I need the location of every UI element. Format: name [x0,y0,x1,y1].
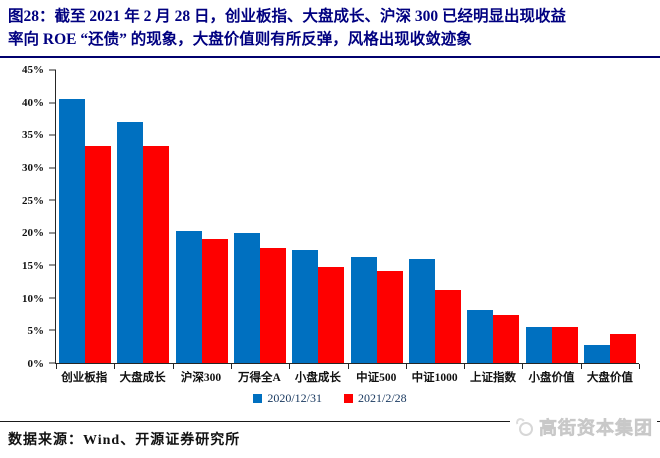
x-axis-category-label: 中证1000 [411,372,458,384]
data-source-text: 数据来源：Wind、开源证券研究所 [8,433,241,448]
chart-legend: 2020/12/31 2021/2/28 [0,391,660,406]
legend-label: 2020/12/31 [267,391,322,405]
bar-group [583,70,636,363]
y-axis-tickmark [49,297,56,299]
y-axis-tick-label: 40% [22,96,44,109]
bar-group [525,70,578,363]
bar-group [350,70,403,363]
x-axis-tickmark [56,364,57,369]
bar-group [234,70,287,363]
bar-segment [175,231,202,363]
y-axis-tick-label: 45% [22,64,44,76]
footer-divider [0,421,660,422]
bar-segment [350,256,377,363]
y-axis-labels: 0% 5% 10% 15% 20% 25% 30% 35% 40% 45% [6,64,50,370]
bar-group [59,70,112,363]
y-axis-tickmark [49,102,56,104]
bar-segment [609,333,636,363]
bar-segment [525,326,552,363]
bars [56,70,639,363]
y-axis-tickmark [49,199,56,201]
bar-segment [117,122,144,363]
y-axis-tick-label: 5% [27,325,45,338]
figure-title: 图28：截至 2021 年 2 月 28 日，创业板指、大盘成长、沪深 300 … [8,5,656,51]
x-axis-category-label: 大盘价值 [586,372,633,384]
x-axis-tickmark [405,364,407,369]
y-axis-tick-label: 15% [22,260,44,272]
bar-segment [59,99,86,363]
x-axis-category-label: 万得全A [238,372,281,384]
figure-label: 图28： [8,8,55,25]
x-axis-category-label: 小盘价值 [528,372,575,384]
bar-segment [85,145,112,363]
figure-title-line1: 截至 2021 年 2 月 28 日，创业板指、大盘成长、沪深 300 已经明显… [54,8,567,25]
legend-swatch-icon [344,394,353,403]
x-axis-tickmark [580,364,582,369]
x-axis-tickmark [464,364,466,369]
bar-segment [467,309,494,363]
y-axis-tick-label: 10% [22,292,44,305]
bar-segment [376,270,403,363]
y-axis-tickmark [49,362,56,364]
x-axis-category-label: 沪深300 [180,372,222,384]
y-axis-tick-label: 20% [22,227,44,240]
x-axis-tickmark [230,364,232,369]
plot-area [49,69,640,369]
y-axis-tickmark [49,329,56,331]
x-axis-tickmark [639,364,640,369]
logo-text: 高街资本集团 [539,418,653,439]
x-axis-category-label: 小盘成长 [294,372,341,384]
bar-segment [143,146,170,363]
x-axis-category-label: 大盘成长 [119,372,166,384]
legend-item: 2020/12/31 [253,391,322,406]
bar-segment [551,327,578,363]
y-axis-tickmark [49,167,56,169]
y-axis-tickmark [49,69,56,71]
x-axis-category-label: 创业板指 [61,372,108,384]
legend-item: 2021/2/28 [344,391,407,406]
y-axis-tickmark [49,134,56,136]
bar-segment [434,290,461,363]
title-divider [0,56,660,58]
y-axis-tickmark [49,232,56,234]
bar-segment [493,314,520,363]
legend-swatch-icon [253,394,263,403]
x-axis-tickmark [522,364,524,369]
bar-segment [583,344,610,363]
bar-group [117,70,170,363]
bar-segment [201,239,228,363]
bar-group [467,70,520,363]
bar-segment [292,249,319,363]
x-axis-category-label: 中证500 [356,372,397,384]
bar-group [292,70,345,363]
bar-group [408,70,461,363]
y-axis-tick-label: 35% [22,129,44,142]
y-axis-tick-label: 0% [27,358,45,370]
bar-segment [260,248,287,363]
watermark-logo: 高街资本集团 [510,413,657,441]
x-axis-labels: 创业板指 大盘成长 沪深300 万得全A 小盘成长 中证500 中证1000 上证指数 小盘价值… [55,369,639,385]
y-axis-tick-label: 25% [22,194,44,207]
bar-group [175,70,228,363]
bar-segment [408,258,435,363]
bar-segment [234,232,261,363]
bar-segment [318,266,345,363]
x-axis-tickmark [289,364,291,369]
figure-title-line2: 率向 ROE “还债” 的现象，大盘价值则有所反弹，风格出现收敛迹象 [8,31,472,48]
x-axis-category-label: 上证指数 [470,372,517,384]
x-axis-tickmark [114,364,116,369]
x-axis-tickmark [172,364,174,369]
legend-label: 2021/2/28 [358,391,407,405]
y-axis-tickmark [49,264,56,266]
x-axis-tickmark [347,364,349,369]
y-axis-tick-label: 30% [22,162,44,174]
logo-icon [514,416,535,437]
